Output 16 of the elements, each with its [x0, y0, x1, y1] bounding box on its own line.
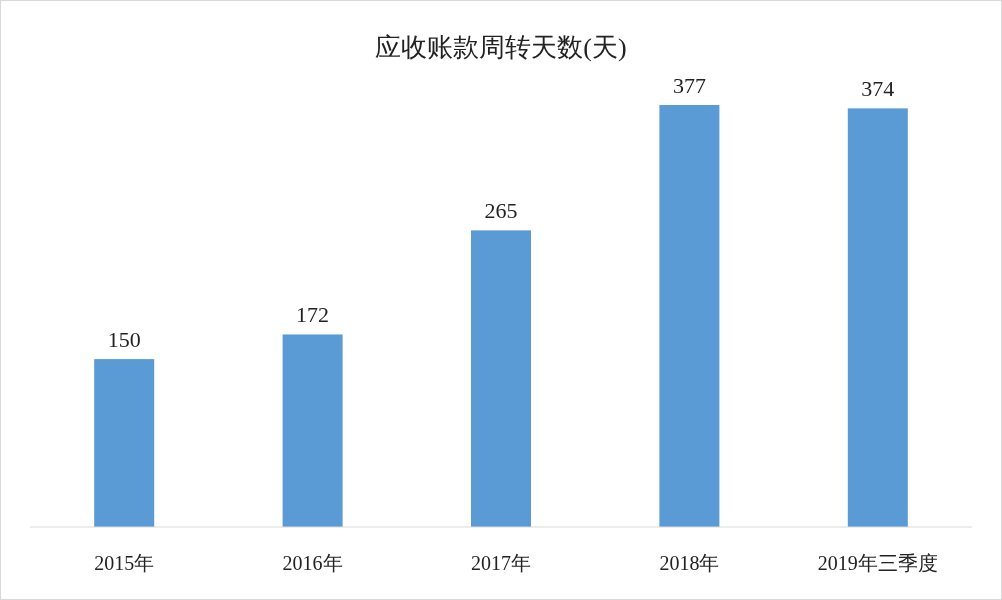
chart-title: 应收账款周转天数(天) [375, 33, 627, 62]
bar [94, 359, 155, 527]
bar [282, 334, 343, 527]
data-label: 265 [484, 198, 518, 224]
bar [659, 105, 720, 527]
data-label: 172 [296, 302, 330, 328]
x-tick-label: 2016年 [282, 552, 343, 574]
x-tick-label: 2015年 [94, 552, 155, 574]
data-label: 377 [672, 73, 706, 98]
bar [471, 230, 531, 527]
x-tick-label: 2017年 [471, 552, 531, 574]
x-tick-label: 2018年 [659, 552, 720, 574]
data-label: 374 [861, 76, 895, 102]
x-tick-label: 2019年三季度 [817, 552, 938, 574]
bar [847, 108, 908, 527]
data-label: 150 [107, 327, 141, 353]
